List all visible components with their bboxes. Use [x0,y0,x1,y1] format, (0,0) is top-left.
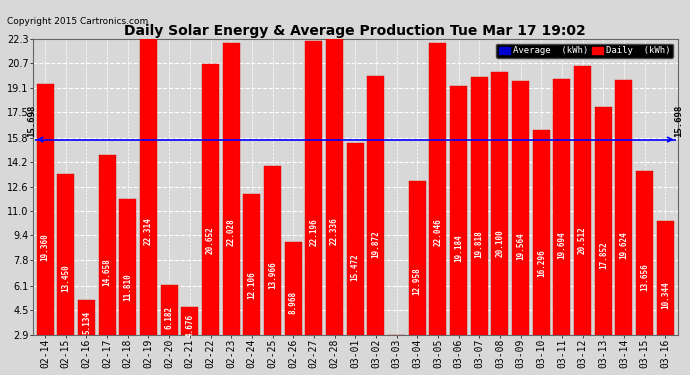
Text: 22.314: 22.314 [144,217,153,245]
Text: 13.656: 13.656 [640,263,649,291]
Bar [99,155,116,334]
Text: 22.196: 22.196 [309,218,318,246]
Bar [347,143,364,334]
Bar [636,171,653,334]
Bar [595,107,612,334]
Text: 19.360: 19.360 [41,233,50,261]
Text: 5.134: 5.134 [82,311,91,334]
Text: 15.472: 15.472 [351,254,359,281]
Bar [306,40,322,334]
Text: 20.512: 20.512 [578,227,587,255]
Bar [37,84,54,334]
Text: 15.698: 15.698 [27,105,36,137]
Text: 19.872: 19.872 [371,230,380,258]
Bar [491,72,509,334]
Text: 12.958: 12.958 [413,267,422,295]
Bar [78,300,95,334]
Text: 6.182: 6.182 [165,306,174,328]
Text: 8.968: 8.968 [288,291,297,314]
Bar [244,194,260,334]
Text: 14.658: 14.658 [103,258,112,286]
Text: 13.966: 13.966 [268,262,277,290]
Text: 4.676: 4.676 [186,314,195,337]
Bar [264,166,281,334]
Text: 19.564: 19.564 [516,232,525,260]
Legend: Average  (kWh), Daily  (kWh): Average (kWh), Daily (kWh) [496,44,673,58]
Text: 22.336: 22.336 [330,217,339,245]
Bar [512,81,529,334]
Bar [408,181,426,334]
Bar [657,221,673,334]
Text: 12.106: 12.106 [247,272,257,299]
Text: 22.046: 22.046 [433,219,442,246]
Bar [326,39,343,334]
Bar [367,76,384,334]
Text: 15.698: 15.698 [674,105,683,137]
Bar [574,66,591,335]
Text: Copyright 2015 Cartronics.com: Copyright 2015 Cartronics.com [7,17,148,26]
Text: 22.028: 22.028 [227,219,236,246]
Bar [533,130,550,334]
Bar [119,199,137,334]
Bar [202,64,219,334]
Text: 17.852: 17.852 [599,241,608,268]
Bar [285,242,302,334]
Bar [181,308,198,334]
Text: 20.652: 20.652 [206,226,215,254]
Bar [471,77,488,334]
Text: 16.296: 16.296 [537,249,546,277]
Bar [615,80,633,334]
Text: 19.184: 19.184 [454,234,463,262]
Text: 19.624: 19.624 [620,231,629,259]
Bar [429,43,446,334]
Bar [553,79,571,334]
Text: 19.818: 19.818 [475,230,484,258]
Text: 10.344: 10.344 [661,281,670,309]
Bar [161,285,177,334]
Bar [57,174,75,334]
Text: 19.694: 19.694 [558,231,566,259]
Bar [223,43,239,334]
Bar [140,39,157,334]
Bar [450,87,467,334]
Title: Daily Solar Energy & Average Production Tue Mar 17 19:02: Daily Solar Energy & Average Production … [124,24,586,38]
Text: 13.450: 13.450 [61,264,70,292]
Text: 20.100: 20.100 [495,229,504,256]
Text: 11.810: 11.810 [124,273,132,301]
